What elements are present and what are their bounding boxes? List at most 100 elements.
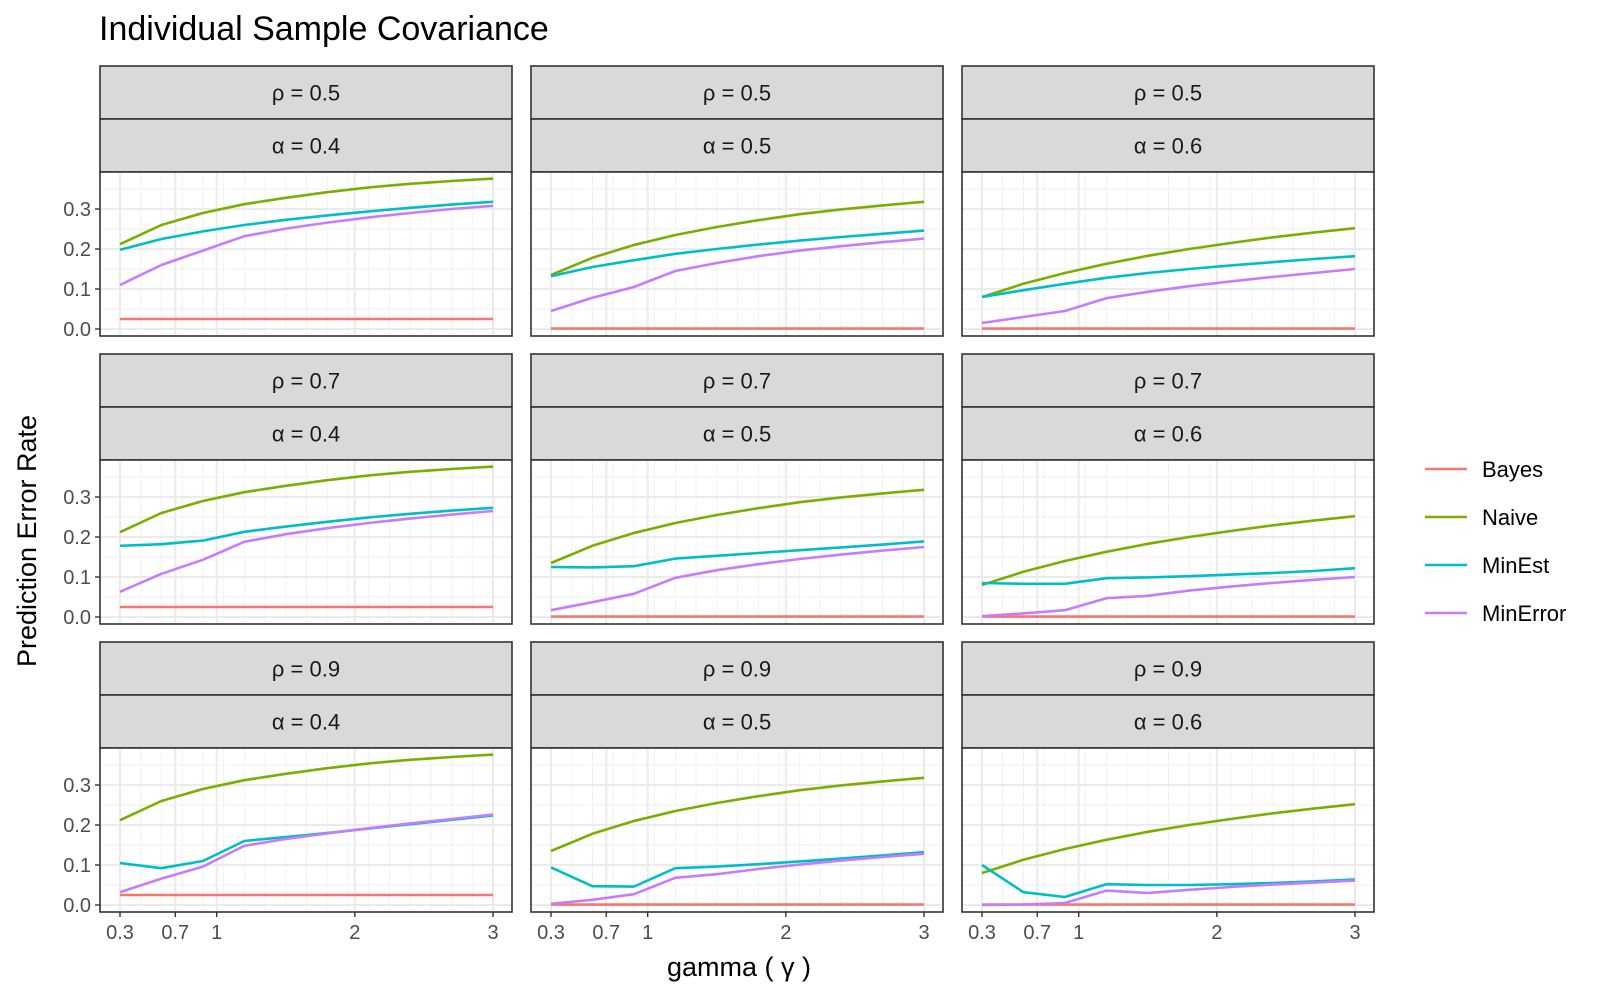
series-line-minest bbox=[550, 229, 925, 278]
x-tick-label: 3 bbox=[1349, 922, 1360, 944]
series-line-minerror bbox=[550, 545, 925, 612]
panel-border bbox=[99, 171, 513, 337]
y-tick-label: 0.1 bbox=[63, 855, 91, 877]
series-line-minerror bbox=[119, 204, 494, 287]
strip-alpha-label: α = 0.4 bbox=[272, 422, 340, 447]
series-line-naive bbox=[119, 465, 494, 534]
x-axis-title: gamma ( γ ) bbox=[667, 952, 811, 982]
strip-rho-label: ρ = 0.7 bbox=[272, 369, 340, 394]
y-axis-title-group: Prediction Error Rate bbox=[12, 415, 42, 667]
strip-rho bbox=[961, 641, 1375, 696]
panel-border bbox=[99, 459, 513, 625]
series-line-minerror bbox=[119, 813, 494, 894]
series-line-naive bbox=[119, 177, 494, 246]
series-line-minerror bbox=[981, 267, 1356, 325]
panel-border bbox=[99, 747, 513, 913]
series-line-minest bbox=[119, 200, 494, 252]
y-tick-label: 0.0 bbox=[63, 895, 91, 917]
series-line-naive bbox=[550, 200, 925, 277]
strip-alpha bbox=[530, 118, 944, 173]
strip-alpha bbox=[961, 694, 1375, 749]
strip-alpha-label: α = 0.4 bbox=[272, 710, 340, 735]
y-tick-label: 0.2 bbox=[63, 239, 91, 261]
legend-label-bayes: Bayes bbox=[1482, 457, 1543, 482]
legend-label-minest: MinEst bbox=[1482, 553, 1549, 578]
strip-rho bbox=[530, 641, 944, 696]
y-tick-label: 0.0 bbox=[63, 607, 91, 629]
series-line-minest bbox=[981, 566, 1356, 586]
x-tick-label: 0.3 bbox=[968, 922, 996, 944]
x-tick-label: 1 bbox=[211, 922, 222, 944]
series-line-minerror bbox=[981, 879, 1356, 907]
series-line-naive bbox=[119, 753, 494, 822]
y-tick-label: 0.2 bbox=[63, 815, 91, 837]
strip-rho bbox=[99, 65, 513, 120]
series-line-naive bbox=[550, 488, 925, 565]
y-axis-title: Prediction Error Rate bbox=[12, 415, 42, 667]
y-tick-label: 0.1 bbox=[63, 279, 91, 301]
panel-2: ρ = 0.5 α = 0.5 bbox=[530, 65, 944, 337]
strip-alpha bbox=[961, 406, 1375, 461]
strip-alpha-label: α = 0.6 bbox=[1134, 710, 1202, 735]
panel-border bbox=[530, 747, 944, 913]
series-line-naive bbox=[550, 776, 925, 853]
series-line-minerror bbox=[550, 852, 925, 906]
series-line-minerror bbox=[119, 509, 494, 593]
panel-border bbox=[530, 459, 944, 625]
y-tick-label: 0.1 bbox=[63, 567, 91, 589]
strip-alpha-label: α = 0.5 bbox=[703, 134, 771, 159]
y-tick-label: 0.3 bbox=[63, 775, 91, 797]
x-tick-label: 1 bbox=[1073, 922, 1084, 944]
series-line-minest bbox=[119, 506, 494, 548]
x-tick-label: 0.7 bbox=[161, 922, 189, 944]
x-tick-label: 2 bbox=[1211, 922, 1222, 944]
x-tick-label: 1 bbox=[642, 922, 653, 944]
strip-alpha-label: α = 0.5 bbox=[703, 422, 771, 447]
series-line-minest bbox=[981, 863, 1356, 899]
strip-rho bbox=[99, 641, 513, 696]
strip-alpha-label: α = 0.4 bbox=[272, 134, 340, 159]
strip-rho bbox=[530, 65, 944, 120]
series-line-naive bbox=[981, 802, 1356, 875]
panel-border bbox=[961, 171, 1375, 337]
y-tick-label: 0.2 bbox=[63, 527, 91, 549]
panel-border bbox=[530, 171, 944, 337]
y-tick-label: 0.3 bbox=[63, 199, 91, 221]
y-tick-label: 0.3 bbox=[63, 487, 91, 509]
strip-alpha-label: α = 0.6 bbox=[1134, 134, 1202, 159]
strip-rho bbox=[99, 353, 513, 408]
x-tick-label: 0.3 bbox=[537, 922, 565, 944]
x-tick-label: 0.7 bbox=[1023, 922, 1051, 944]
series-line-naive bbox=[981, 514, 1356, 587]
series-line-minest bbox=[550, 540, 925, 569]
strip-alpha bbox=[99, 406, 513, 461]
strip-rho-label: ρ = 0.7 bbox=[1134, 369, 1202, 394]
series-line-minerror bbox=[981, 575, 1356, 618]
legend-label-naive: Naive bbox=[1482, 505, 1538, 530]
y-tick-label: 0.0 bbox=[63, 319, 91, 341]
legend-label-minerror: MinError bbox=[1482, 601, 1566, 626]
x-tick-label: 3 bbox=[918, 922, 929, 944]
series-line-naive bbox=[981, 226, 1356, 299]
facet-panels: ρ = 0.5 α = 0.4 0.0 0.1 0.2 0.3 ρ = 0.5 α = 0.5… bbox=[63, 65, 1375, 944]
x-tick-label: 2 bbox=[349, 922, 360, 944]
panel-7: ρ = 0.9 α = 0.4 0.0 0.1 0.2 0.3 0.3 0.7 1 2 3 bbox=[63, 641, 513, 944]
panel-4: ρ = 0.7 α = 0.4 0.0 0.1 0.2 0.3 bbox=[63, 353, 513, 629]
panel-5: ρ = 0.7 α = 0.5 bbox=[530, 353, 944, 625]
strip-rho bbox=[961, 353, 1375, 408]
panel-8: ρ = 0.9 α = 0.5 0.3 0.7 1 2 3 bbox=[530, 641, 944, 944]
legend: Bayes Naive MinEst MinError bbox=[1425, 457, 1566, 626]
strip-rho-label: ρ = 0.9 bbox=[272, 657, 340, 682]
strip-rho-label: ρ = 0.5 bbox=[1134, 81, 1202, 106]
strip-alpha-label: α = 0.6 bbox=[1134, 422, 1202, 447]
strip-alpha bbox=[530, 694, 944, 749]
strip-alpha bbox=[99, 694, 513, 749]
series-line-minerror bbox=[550, 237, 925, 313]
strip-rho bbox=[530, 353, 944, 408]
panel-1: ρ = 0.5 α = 0.4 0.0 0.1 0.2 0.3 bbox=[63, 65, 513, 341]
strip-alpha-label: α = 0.5 bbox=[703, 710, 771, 735]
strip-rho-label: ρ = 0.9 bbox=[1134, 657, 1202, 682]
strip-alpha bbox=[99, 118, 513, 173]
strip-rho-label: ρ = 0.7 bbox=[703, 369, 771, 394]
